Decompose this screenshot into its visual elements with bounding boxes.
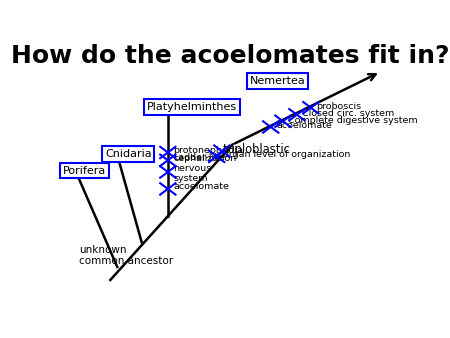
Text: acoelomate: acoelomate <box>277 121 333 130</box>
Text: organ level of organization: organ level of organization <box>223 150 351 159</box>
Text: Closed circ. system: Closed circ. system <box>302 109 394 118</box>
Text: unknown
common ancestor: unknown common ancestor <box>79 245 173 266</box>
Text: Cnidaria: Cnidaria <box>105 149 152 159</box>
Text: proboscis: proboscis <box>316 102 361 111</box>
Text: triploblastic: triploblastic <box>223 143 291 156</box>
Text: Porifera: Porifera <box>63 166 107 176</box>
Text: cephalization: cephalization <box>173 154 236 163</box>
Text: acoelomate: acoelomate <box>173 182 229 191</box>
Text: How do the acoelomates fit in?: How do the acoelomates fit in? <box>11 45 450 69</box>
Text: protonephridia: protonephridia <box>173 146 243 155</box>
Text: Ladder-like
nervous
system: Ladder-like nervous system <box>173 153 225 183</box>
Text: Nemertea: Nemertea <box>250 76 306 86</box>
Text: Complete digestive system: Complete digestive system <box>288 116 418 125</box>
Text: Platyhelminthes: Platyhelminthes <box>147 102 237 112</box>
